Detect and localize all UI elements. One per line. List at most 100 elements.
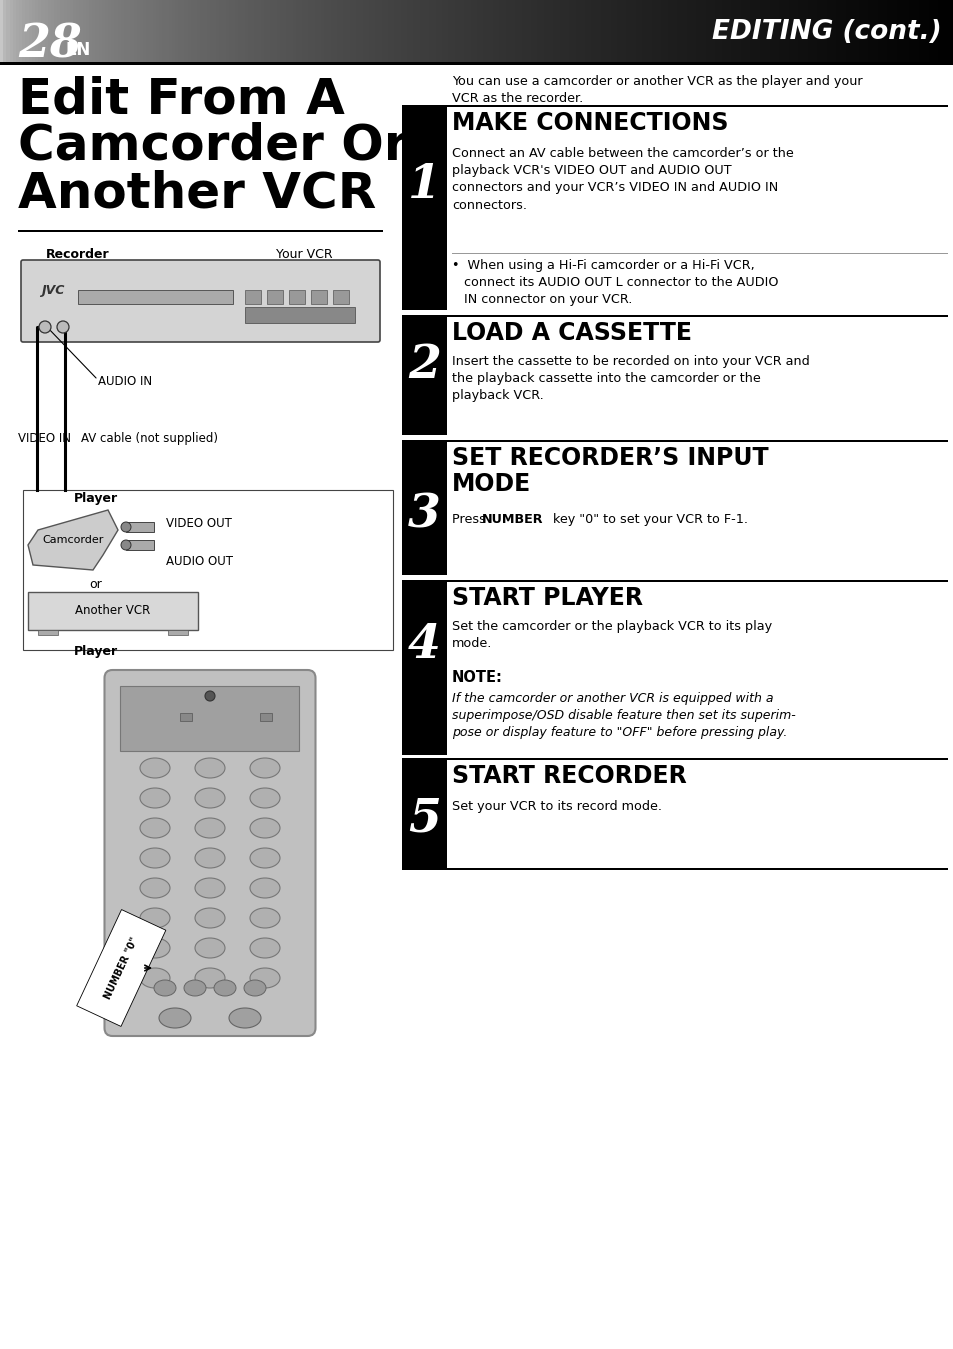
Text: Player: Player (74, 645, 118, 658)
Bar (613, 0, 618, 62)
Text: 2: 2 (408, 343, 440, 389)
Bar (314, 0, 318, 62)
Ellipse shape (250, 758, 280, 778)
Text: Insert the cassette to be recorded on into your VCR and
the playback cassette in: Insert the cassette to be recorded on in… (452, 355, 809, 402)
Ellipse shape (194, 817, 225, 838)
Text: Another VCR: Another VCR (75, 604, 151, 618)
Bar (664, 0, 668, 62)
Bar (193, 0, 198, 62)
Bar (496, 0, 499, 62)
Bar (708, 0, 713, 62)
Bar (781, 0, 785, 62)
Bar (660, 0, 665, 62)
Bar (810, 0, 814, 62)
Bar (108, 0, 112, 62)
Bar (505, 0, 509, 62)
Text: AV cable (not supplied): AV cable (not supplied) (81, 432, 218, 445)
Bar (155, 0, 160, 62)
Bar (38, 0, 42, 62)
Bar (648, 0, 652, 62)
Text: 3: 3 (408, 492, 440, 538)
Bar (943, 0, 947, 62)
Bar (311, 290, 327, 304)
Bar (712, 0, 716, 62)
Bar (517, 0, 522, 62)
Bar (896, 0, 900, 62)
Bar (476, 0, 480, 62)
Bar (120, 687, 299, 751)
Ellipse shape (194, 878, 225, 898)
Bar (603, 0, 608, 62)
Bar (937, 0, 942, 62)
Bar (401, 758, 447, 867)
Bar (372, 0, 375, 62)
Bar (464, 0, 468, 62)
Bar (556, 0, 560, 62)
Bar (89, 0, 93, 62)
Bar (689, 0, 694, 62)
Bar (705, 0, 709, 62)
Text: EN: EN (66, 40, 91, 59)
Bar (133, 0, 137, 62)
Bar (426, 0, 430, 62)
Bar (7, 0, 10, 62)
Bar (622, 0, 627, 62)
Bar (169, 0, 172, 62)
Text: NOTE:: NOTE: (452, 670, 502, 685)
Bar (803, 0, 808, 62)
Ellipse shape (250, 817, 280, 838)
Bar (927, 0, 932, 62)
Bar (51, 0, 55, 62)
Bar (381, 0, 385, 62)
Bar (245, 0, 249, 62)
Bar (946, 0, 951, 62)
Bar (216, 0, 220, 62)
Bar (188, 0, 192, 62)
Text: LOAD A CASSETTE: LOAD A CASSETTE (452, 321, 691, 345)
Bar (401, 316, 447, 434)
Bar (889, 0, 894, 62)
Ellipse shape (194, 788, 225, 808)
Bar (394, 0, 398, 62)
Bar (441, 0, 446, 62)
Bar (410, 0, 414, 62)
Bar (293, 0, 296, 62)
Bar (467, 0, 471, 62)
Bar (362, 0, 366, 62)
Bar (238, 0, 242, 62)
Circle shape (121, 540, 131, 550)
Bar (241, 0, 246, 62)
Bar (912, 0, 916, 62)
Bar (401, 867, 947, 870)
Bar (607, 0, 611, 62)
Bar (674, 0, 678, 62)
Bar (451, 0, 456, 62)
Bar (702, 0, 706, 62)
Bar (235, 0, 239, 62)
Bar (788, 0, 792, 62)
Text: NUMBER "0": NUMBER "0" (102, 935, 140, 1001)
Bar (413, 0, 417, 62)
Bar (798, 0, 801, 62)
Ellipse shape (153, 979, 175, 996)
Bar (232, 0, 236, 62)
Bar (207, 0, 211, 62)
Bar (181, 0, 185, 62)
Text: SET RECORDER’S INPUT
MODE: SET RECORDER’S INPUT MODE (452, 447, 768, 496)
Bar (70, 0, 74, 62)
Bar (79, 0, 84, 62)
Bar (327, 0, 332, 62)
Bar (762, 0, 766, 62)
Bar (543, 0, 547, 62)
Ellipse shape (184, 979, 206, 996)
Bar (864, 0, 868, 62)
Bar (455, 0, 458, 62)
Bar (667, 0, 671, 62)
Bar (407, 0, 411, 62)
Text: NUMBER: NUMBER (481, 513, 543, 526)
Bar (594, 0, 598, 62)
Bar (333, 290, 349, 304)
Bar (562, 0, 566, 62)
Text: VIDEO IN: VIDEO IN (18, 432, 71, 445)
Bar (400, 0, 404, 62)
